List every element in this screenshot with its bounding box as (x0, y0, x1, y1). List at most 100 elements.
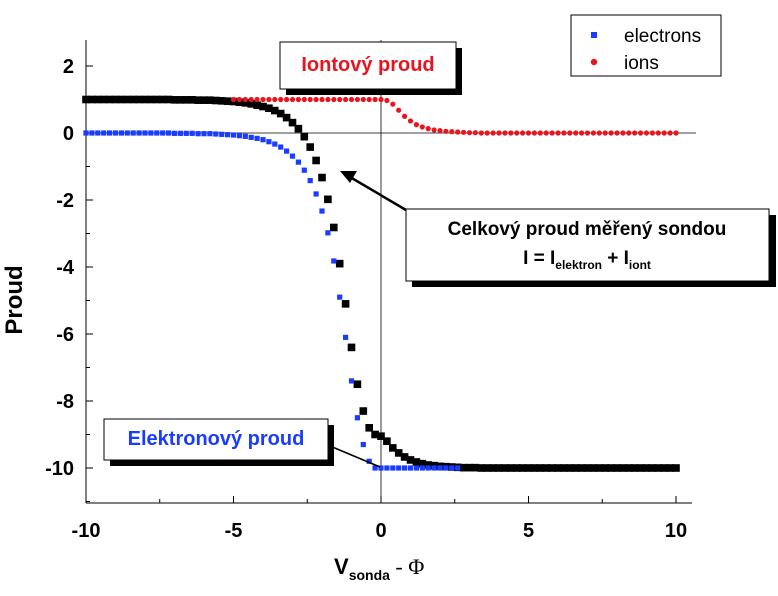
electron-point (160, 130, 166, 136)
ion-point (242, 96, 248, 103)
series-electrons (83, 130, 461, 471)
total-current-point (642, 464, 651, 472)
electron-point (402, 465, 408, 471)
total-current-point (418, 459, 427, 468)
ion-point (478, 130, 484, 136)
total-formula-sub1: elektron (555, 258, 602, 272)
total-current-point (607, 464, 615, 472)
electron-point (413, 465, 419, 471)
electron-point (213, 131, 219, 137)
ion-point (254, 96, 260, 103)
ion-point (266, 96, 272, 103)
total-current-point (265, 104, 273, 113)
x-axis-title-rest: - Φ (390, 554, 424, 579)
ion-point (579, 130, 585, 136)
legend-ions-label: ions (624, 53, 659, 74)
total-current-point (330, 223, 338, 232)
total-current-point (613, 464, 621, 472)
electron-point (307, 177, 313, 184)
ion-point (284, 96, 290, 103)
ion-point (673, 130, 679, 136)
total-current-point (259, 102, 267, 111)
total-label-line2: I = Ielektron + Iiont (523, 248, 651, 272)
electron-point (89, 130, 95, 136)
electron-point (254, 135, 260, 141)
electron-label: Elektronový proud (128, 428, 305, 450)
electron-point (166, 130, 172, 136)
electron-point (130, 130, 136, 136)
electron-point (195, 131, 201, 137)
ion-point (278, 96, 284, 103)
electron-point (260, 137, 266, 143)
total-current-point (619, 464, 627, 472)
total-current-point (182, 96, 191, 104)
total-current-point (571, 464, 580, 472)
total-arrow-head (340, 171, 357, 183)
ion-point (378, 96, 384, 103)
total-current-point (566, 464, 574, 472)
legend-ions-marker (590, 58, 598, 66)
ion-point (443, 128, 449, 134)
ion-point (319, 96, 325, 103)
total-current-point (595, 464, 604, 472)
x-tick-label: 0 (375, 520, 386, 542)
total-current-point (648, 464, 657, 472)
total-arrow-line (349, 175, 407, 212)
total-current-point (512, 464, 521, 472)
x-tick-label: 5 (523, 520, 534, 542)
electron-point (319, 208, 325, 214)
ion-point (348, 96, 355, 103)
total-current-point (483, 464, 491, 472)
total-current-point (589, 464, 598, 472)
annotations: Iontový proud Elektronový proud Celkový … (103, 41, 776, 468)
total-current-point (548, 464, 556, 472)
total-current-point (666, 464, 674, 472)
total-current-point (636, 464, 645, 472)
total-current-point (459, 463, 468, 472)
ion-point (555, 130, 561, 136)
ion-point (354, 96, 360, 103)
ion-point (496, 130, 502, 136)
ion-label-box (279, 41, 457, 90)
total-current-point (300, 132, 309, 141)
total-current-point (489, 464, 497, 472)
total-current-point (306, 143, 314, 151)
ion-point (390, 101, 396, 107)
series-ions (230, 96, 679, 136)
total-current-point (194, 96, 202, 104)
ion-point (407, 118, 414, 124)
electron-point (266, 139, 272, 145)
ion-point (295, 96, 301, 103)
total-current-point (359, 407, 368, 415)
total-current-point (518, 464, 527, 472)
total-current-point (312, 156, 320, 165)
ion-point (402, 113, 408, 119)
ion-point (396, 107, 402, 113)
electron-point (242, 133, 248, 139)
total-current-point (135, 95, 143, 104)
ion-point (466, 130, 473, 136)
electron-point (313, 191, 319, 197)
ion-point (431, 127, 437, 133)
ion-point (289, 96, 296, 103)
electron-point (396, 465, 402, 471)
total-current-point (341, 300, 350, 308)
total-current-point (672, 464, 680, 472)
y-tick-label: 2 (63, 56, 74, 78)
electron-point (236, 133, 242, 139)
y-tick-label: -8 (56, 391, 74, 413)
ion-point (549, 130, 555, 136)
tick-labels: 2 0 -2 -4 -6 -8 -10 -10 -5 0 5 10 (45, 56, 687, 542)
total-current-point (176, 96, 185, 104)
electron-point (284, 148, 290, 154)
ion-point (661, 130, 667, 136)
total-formula-eq: = I (528, 248, 555, 269)
ion-point (325, 96, 331, 103)
electron-point (177, 130, 183, 136)
total-current-point (465, 463, 474, 472)
total-formula-i: I (523, 248, 528, 269)
electron-point (207, 131, 213, 137)
total-current-point (94, 95, 102, 104)
x-tick-label: 10 (665, 520, 687, 542)
total-current-point (99, 95, 108, 104)
